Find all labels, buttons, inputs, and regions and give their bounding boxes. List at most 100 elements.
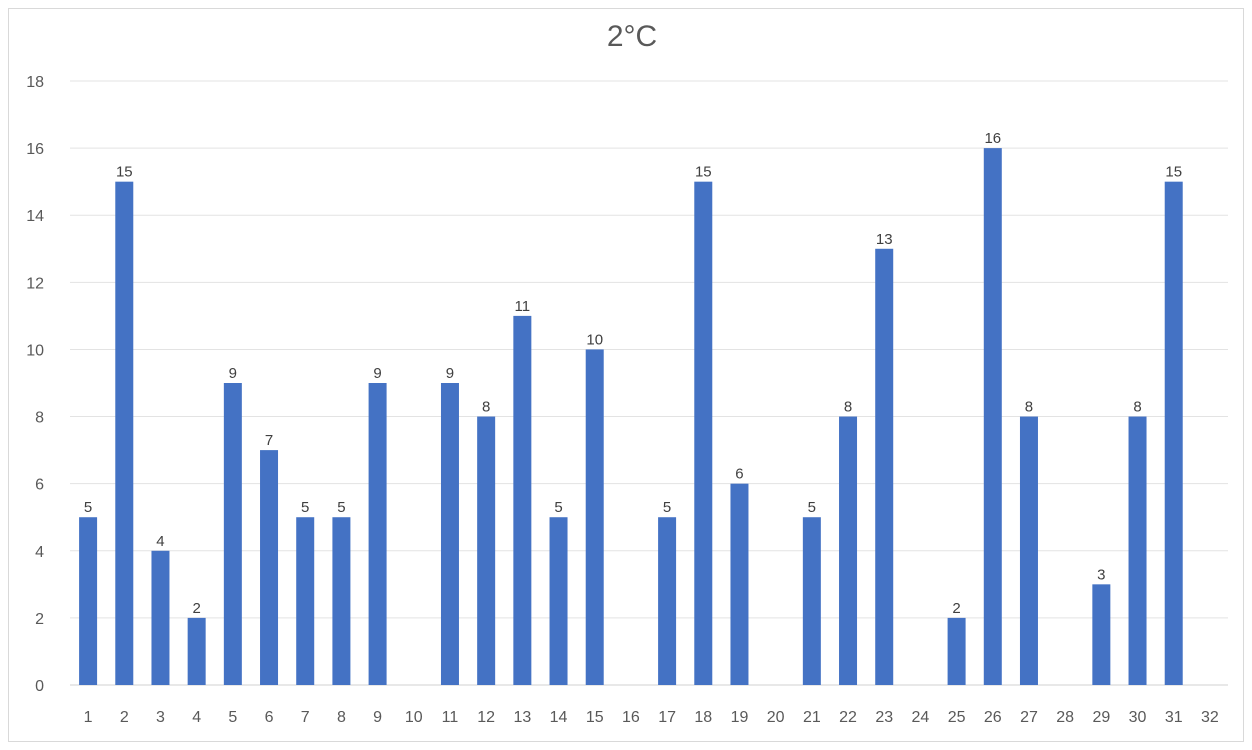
x-tick-label: 27: [1020, 709, 1038, 726]
bar: [658, 517, 677, 685]
data-label: 11: [515, 298, 531, 315]
x-tick-label: 17: [658, 709, 676, 726]
x-tick-label: 10: [405, 709, 423, 726]
x-tick-label: 7: [301, 709, 310, 726]
x-tick-label: 21: [803, 709, 821, 726]
x-tick-label: 26: [984, 709, 1002, 726]
bar: [730, 483, 749, 685]
data-label: 15: [1165, 164, 1182, 181]
bar: [839, 416, 858, 685]
bar: [1164, 181, 1183, 685]
data-label: 2: [952, 600, 960, 617]
x-tick-label: 29: [1092, 709, 1110, 726]
data-label: 8: [1025, 399, 1033, 416]
data-label: 5: [337, 499, 345, 516]
x-tick-label: 20: [767, 709, 785, 726]
chart-frame: [8, 8, 1244, 742]
gridlines: [70, 80, 1228, 686]
data-label: 2: [192, 600, 200, 617]
data-labels: 5 15 4 2 9 7 5 5 9 9 8 11 5 10 5 15 6 5 8 13 2 16 8 3 8 15: [84, 130, 1182, 617]
data-label: 16: [984, 130, 1001, 147]
x-tick-label: 30: [1129, 709, 1147, 726]
bar: [513, 315, 532, 685]
data-label: 8: [482, 399, 490, 416]
y-tick-label: 8: [35, 410, 44, 427]
y-tick-label: 4: [35, 544, 44, 561]
bar: [151, 550, 170, 685]
data-label: 8: [1133, 399, 1141, 416]
bar: [1019, 416, 1038, 685]
data-label: 5: [808, 499, 816, 516]
x-tick-label: 15: [586, 709, 604, 726]
chart-title: 2°C: [607, 20, 657, 53]
bar: [983, 148, 1002, 686]
x-tick-label: 28: [1056, 709, 1074, 726]
bar: [947, 617, 966, 685]
x-tick-label: 9: [373, 709, 382, 726]
data-label: 9: [373, 365, 381, 382]
x-tick-label: 22: [839, 709, 857, 726]
data-label: 5: [84, 499, 92, 516]
y-tick-label: 16: [26, 141, 44, 158]
bar: [440, 383, 459, 685]
x-tick-label: 5: [228, 709, 237, 726]
data-label: 6: [735, 466, 743, 483]
bar: [260, 450, 279, 685]
x-tick-label: 14: [550, 709, 568, 726]
x-tick-label: 32: [1201, 709, 1219, 726]
bar: [694, 181, 713, 685]
bar: [802, 517, 821, 685]
bar: [477, 416, 496, 685]
y-tick-label: 12: [26, 275, 44, 292]
data-label: 3: [1097, 566, 1105, 583]
y-tick-label: 6: [35, 477, 44, 494]
data-label: 7: [265, 432, 273, 449]
bar: [115, 181, 134, 685]
y-axis-ticks: 0 2 4 6 8 10 12 14 16 18: [26, 74, 44, 695]
bar: [585, 349, 604, 685]
bar: [875, 248, 894, 685]
data-label: 5: [554, 499, 562, 516]
data-label: 8: [844, 399, 852, 416]
x-tick-label: 2: [120, 709, 129, 726]
data-label: 9: [446, 365, 454, 382]
x-tick-label: 18: [694, 709, 712, 726]
x-tick-label: 19: [731, 709, 749, 726]
data-label: 15: [116, 164, 133, 181]
x-tick-label: 12: [477, 709, 495, 726]
x-tick-label: 25: [948, 709, 966, 726]
bar: [549, 517, 568, 685]
bar: [1128, 416, 1147, 685]
bars: [79, 148, 1183, 686]
y-tick-label: 14: [26, 208, 44, 225]
data-label: 5: [663, 499, 671, 516]
bar: [296, 517, 315, 685]
bar: [223, 383, 242, 685]
x-tick-label: 1: [84, 709, 93, 726]
x-tick-label: 31: [1165, 709, 1183, 726]
data-label: 5: [301, 499, 309, 516]
y-tick-label: 10: [26, 342, 44, 359]
bar: [79, 517, 98, 685]
bar: [332, 517, 351, 685]
x-tick-label: 24: [912, 709, 930, 726]
x-tick-label: 3: [156, 709, 165, 726]
x-axis-ticks: 1 2 3 4 5 6 7 8 9 10 11 12 13 14 15 16 17 18 19 20 21 22 23 24 2…: [84, 709, 1219, 726]
x-tick-label: 6: [265, 709, 274, 726]
bar: [1092, 584, 1111, 685]
data-label: 4: [156, 533, 164, 550]
y-tick-label: 18: [26, 74, 44, 91]
x-tick-label: 16: [622, 709, 640, 726]
bar: [368, 383, 387, 685]
data-label: 13: [876, 231, 893, 248]
data-label: 9: [229, 365, 237, 382]
x-tick-label: 8: [337, 709, 346, 726]
data-label: 15: [695, 164, 712, 181]
y-tick-label: 0: [35, 678, 44, 695]
x-tick-label: 13: [513, 709, 531, 726]
x-tick-label: 23: [875, 709, 893, 726]
y-tick-label: 2: [35, 611, 44, 628]
x-tick-label: 4: [192, 709, 201, 726]
data-label: 10: [586, 331, 603, 348]
